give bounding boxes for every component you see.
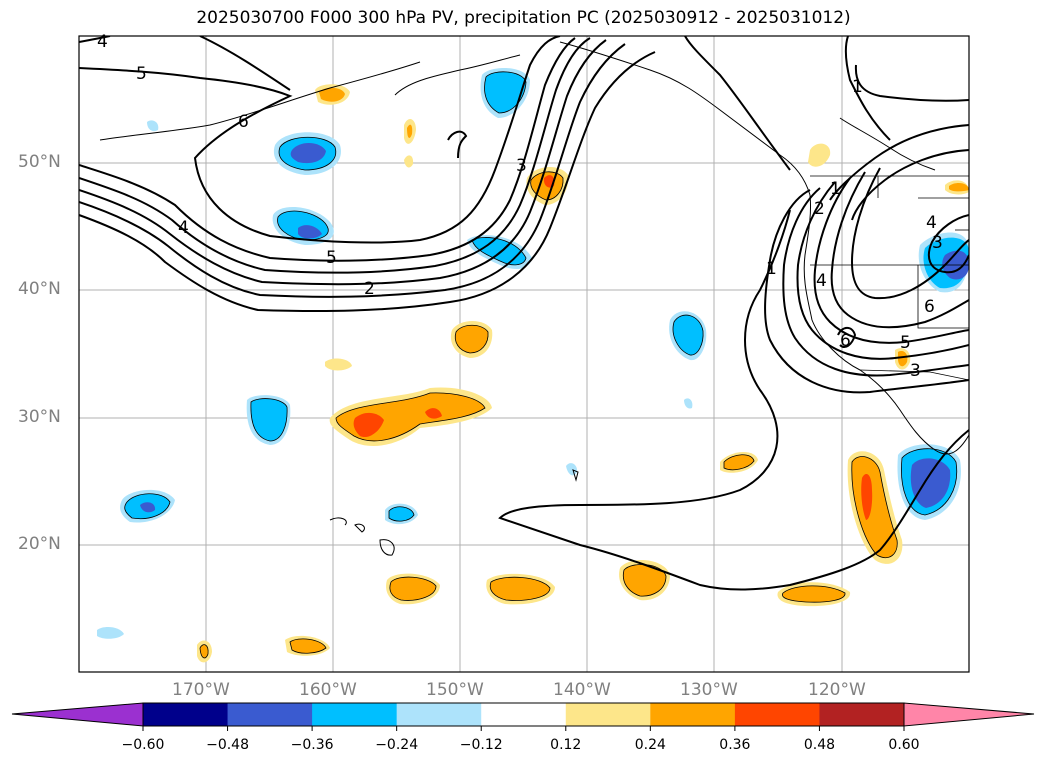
contour-label: 4 [816, 271, 827, 291]
colorbar-segment [227, 703, 313, 726]
lon-label: 130°W [680, 680, 738, 700]
colorbar-segment [481, 703, 567, 726]
contour-label: 5 [900, 333, 911, 353]
contour-label: 4 [178, 218, 189, 238]
lon-label: 170°W [172, 680, 230, 700]
colorbar-tick-label: 0.12 [550, 737, 582, 753]
lon-label: 140°W [553, 680, 611, 700]
contour-label: 6 [238, 112, 249, 132]
contour-label: 4 [97, 32, 108, 52]
lat-label: 20°N [18, 534, 61, 554]
contour-label: 3 [516, 156, 527, 176]
colorbar-segment [312, 703, 398, 726]
colorbar-tick-label: 0.24 [634, 737, 666, 753]
colorbar-tick-label: 0.48 [803, 737, 836, 753]
map-frame [78, 35, 970, 673]
pv-contours [79, 36, 969, 591]
lat-label: 30°N [18, 407, 61, 427]
colorbar-tick-label: 0.36 [719, 737, 751, 753]
lon-label: 120°W [808, 680, 866, 700]
precip-outlines [124, 71, 958, 659]
colorbar-segment [565, 703, 651, 726]
precip-pos-blobs [197, 84, 969, 663]
contour-label: 6 [924, 297, 935, 317]
lon-label: 150°W [426, 680, 484, 700]
colorbar-tick-label: −0.36 [290, 737, 334, 753]
colorbar-segment [396, 703, 482, 726]
colorbar-tick-label: −0.24 [375, 737, 419, 753]
map-plot: 4 5 6 3 4 5 2 1 2 1 4 3 6 1 4 6 5 3 [78, 32, 970, 673]
contour-label: 5 [326, 248, 337, 268]
colorbar-tick-label: −0.12 [459, 737, 503, 753]
precip-neg-blobs [97, 68, 969, 639]
contour-label: 3 [910, 361, 921, 381]
colorbar-segment [143, 703, 229, 726]
colorbar-tick-label: 0.60 [888, 737, 920, 753]
colorbar-extend-high [904, 703, 1034, 726]
contour-label-group: 4 5 6 3 4 5 2 1 2 1 4 3 6 1 4 6 5 3 [97, 32, 943, 381]
lat-label: 50°N [18, 152, 61, 172]
colorbar-tick-label: −0.48 [206, 737, 249, 753]
map-title: 2025030700 F000 300 hPa PV, precipitatio… [196, 8, 851, 28]
contour-label: 5 [136, 64, 147, 84]
contour-label: 1 [852, 77, 863, 97]
lat-label: 40°N [18, 279, 61, 299]
colorbar-segment [734, 703, 820, 726]
contour-label: 2 [364, 279, 375, 299]
colorbar-segment [650, 703, 736, 726]
lon-label: 160°W [299, 680, 357, 700]
contour-label: 3 [932, 233, 943, 253]
contour-label: 1 [830, 179, 841, 199]
contour-label: 2 [814, 199, 825, 219]
contour-label: 4 [926, 213, 937, 233]
colorbar-tick-label: −0.60 [121, 737, 165, 753]
contour-label: 6 [840, 331, 851, 351]
colorbar-segment [819, 703, 905, 726]
contour-label: 1 [766, 259, 777, 279]
colorbar-extend-low [12, 703, 143, 726]
